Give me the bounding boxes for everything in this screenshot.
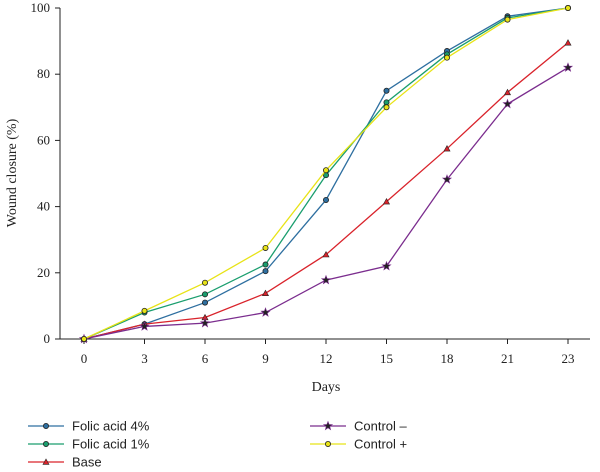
y-tick-label: 20 bbox=[37, 265, 50, 280]
y-tick-label: 100 bbox=[31, 0, 51, 15]
y-tick-label: 60 bbox=[37, 132, 50, 147]
x-tick-label: 21 bbox=[501, 351, 514, 366]
data-point bbox=[383, 99, 390, 106]
legend-marker bbox=[322, 420, 334, 431]
data-point bbox=[322, 167, 329, 174]
data-point bbox=[383, 104, 390, 111]
data-point bbox=[564, 39, 572, 46]
series-2 bbox=[80, 39, 572, 342]
y-tick-label: 40 bbox=[37, 199, 50, 214]
x-tick-label: 15 bbox=[380, 351, 393, 366]
legend-label: Control + bbox=[354, 437, 407, 452]
axes: 0 20 40 60 80 100 0 3 6 9 12 15 18 21 23 bbox=[31, 0, 590, 366]
x-tick-label: 12 bbox=[320, 351, 333, 366]
legend-label: Base bbox=[72, 455, 102, 470]
series-4 bbox=[81, 5, 572, 342]
x-tick-label: 6 bbox=[202, 351, 209, 366]
data-point bbox=[383, 87, 390, 94]
x-tick-label: 0 bbox=[81, 351, 88, 366]
data-point bbox=[443, 145, 451, 152]
legend-item: Folic acid 1% bbox=[28, 437, 150, 452]
legend-item: Base bbox=[28, 455, 102, 470]
data-point bbox=[322, 196, 329, 203]
series-line bbox=[83, 67, 569, 340]
x-tick-label: 3 bbox=[141, 351, 148, 366]
data-point bbox=[502, 98, 513, 109]
data-point bbox=[262, 268, 269, 275]
series-layer bbox=[78, 5, 574, 344]
x-axis-title: Days bbox=[312, 380, 341, 395]
y-tick-label: 0 bbox=[44, 331, 51, 346]
y-tick-label: 80 bbox=[37, 66, 50, 81]
data-point bbox=[382, 198, 391, 205]
legend-label: Control – bbox=[354, 419, 408, 434]
y-axis-title: Wound closure (%) bbox=[5, 118, 20, 227]
legend-marker bbox=[43, 440, 50, 447]
legend-marker bbox=[324, 440, 331, 447]
data-point bbox=[81, 335, 88, 342]
data-point bbox=[262, 261, 269, 268]
legend-marker bbox=[42, 458, 50, 465]
data-point bbox=[562, 62, 574, 72]
legend: Folic acid 4% Folic acid 1% Base Control – C… bbox=[28, 419, 408, 470]
legend-item: Control – bbox=[310, 419, 408, 434]
legend-item: Control + bbox=[310, 437, 407, 452]
data-point bbox=[260, 307, 271, 317]
data-point bbox=[322, 250, 330, 258]
data-point bbox=[504, 16, 511, 23]
legend-item: Folic acid 4% bbox=[28, 419, 150, 434]
data-point bbox=[262, 244, 269, 251]
legend-marker bbox=[43, 422, 50, 429]
data-point bbox=[141, 307, 148, 314]
x-tick-label: 9 bbox=[262, 351, 269, 366]
data-point bbox=[503, 88, 512, 96]
data-point bbox=[201, 279, 208, 286]
x-tick-label: 18 bbox=[441, 351, 454, 366]
data-point bbox=[443, 54, 450, 61]
data-point bbox=[201, 291, 208, 298]
data-point bbox=[381, 260, 392, 271]
data-point bbox=[261, 289, 270, 297]
data-point bbox=[320, 274, 332, 285]
data-point bbox=[441, 174, 453, 184]
data-point bbox=[565, 5, 572, 11]
legend-label: Folic acid 1% bbox=[72, 437, 150, 452]
legend-label: Folic acid 4% bbox=[72, 419, 150, 434]
x-tick-label: 23 bbox=[562, 351, 575, 366]
data-point bbox=[139, 321, 150, 331]
data-point bbox=[201, 299, 208, 306]
series-line bbox=[83, 42, 569, 340]
series-1 bbox=[81, 5, 572, 342]
data-point bbox=[199, 317, 211, 328]
